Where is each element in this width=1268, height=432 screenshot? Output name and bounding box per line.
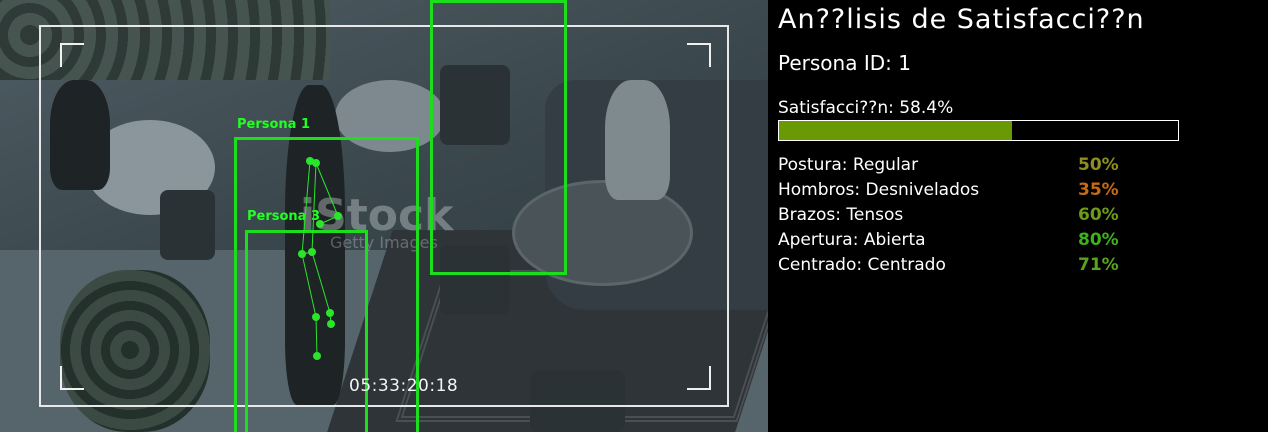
cafe-table-right (512, 180, 693, 286)
viewfinder-frame (39, 25, 729, 407)
chair (440, 65, 510, 145)
chair (160, 190, 215, 260)
camera-feed: iStock Getty Images Persona 1 Persona 3 (0, 0, 768, 432)
metric-label: Postura: Regular (778, 155, 919, 175)
chair (530, 370, 625, 432)
metric-label: Brazos: Tensos (778, 205, 904, 225)
metric-value: 71% (1078, 255, 1119, 275)
metric-label: Hombros: Desnivelados (778, 180, 980, 200)
viewfinder-corner (687, 366, 711, 390)
plant-shelf (0, 0, 330, 80)
metric-value: 80% (1078, 230, 1119, 250)
satisfaction-bar (778, 120, 1179, 141)
chair (440, 245, 510, 315)
detection-box (234, 137, 419, 432)
detection-box (245, 230, 368, 432)
detection-label: Persona 3 (247, 209, 321, 224)
detection-box (430, 0, 567, 275)
viewfinder-corner (687, 43, 711, 67)
person-id: Persona ID: 1 (778, 51, 911, 75)
watermark-sub: Getty Images (330, 233, 438, 252)
analysis-panel: An??lisis de Satisfacci??n Persona ID: 1… (768, 0, 1268, 432)
viewfinder-corner (60, 366, 84, 390)
seated-woman-sofa (605, 80, 670, 200)
pose-skeleton (298, 157, 342, 360)
panel-title: An??lisis de Satisfacci??n (778, 4, 1145, 35)
metric-label: Apertura: Abierta (778, 230, 926, 250)
detection-label: Persona 1 (237, 117, 311, 132)
timestamp: 05:33:20:18 (349, 376, 459, 396)
viewfinder-corner (60, 43, 84, 67)
satisfaction-bar-fill (779, 121, 1013, 140)
metric-value: 35% (1078, 180, 1119, 200)
satisfaction-label: Satisfacci??n: 58.4% (778, 98, 954, 118)
metric-value: 50% (1078, 155, 1119, 175)
seated-woman-left (50, 80, 110, 190)
cafe-table-center (335, 80, 445, 152)
metric-value: 60% (1078, 205, 1119, 225)
metric-label: Centrado: Centrado (778, 255, 946, 275)
